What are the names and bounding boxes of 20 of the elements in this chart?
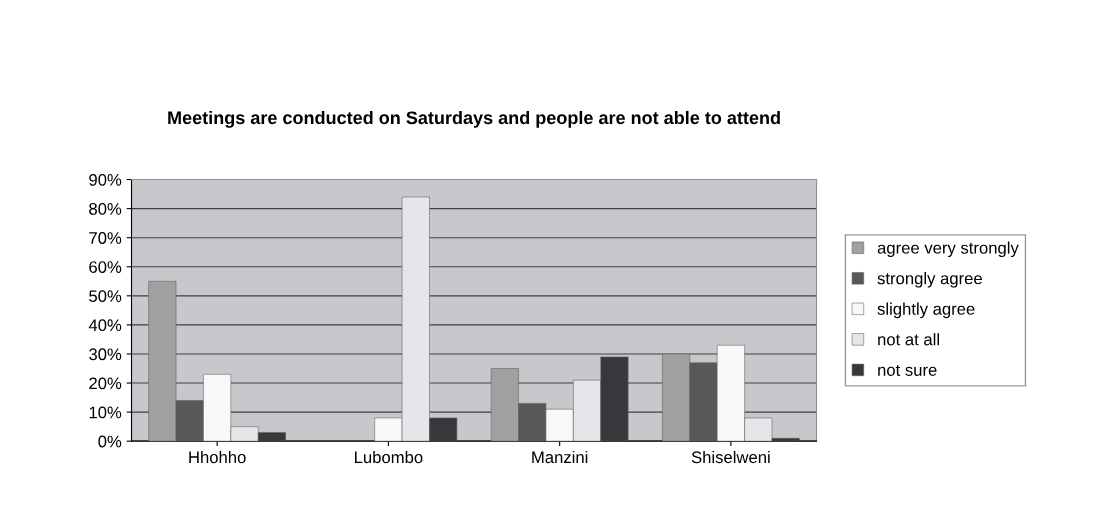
- legend-label: not sure: [878, 364, 937, 376]
- x-tick-label: Shiselweni: [691, 450, 770, 464]
- legend-label: strongly agree: [877, 272, 982, 288]
- legend-label: slightly agree: [877, 302, 975, 319]
- x-tick-label: Lubombo: [355, 450, 423, 464]
- y-tick-label: 40%: [88, 319, 122, 332]
- y-tick-label: 70%: [89, 232, 122, 244]
- y-tick-label: 60%: [89, 261, 122, 273]
- x-tick-label: Manzini: [532, 450, 588, 464]
- legend-label: not at all: [878, 333, 939, 346]
- y-tick-label: 50%: [89, 290, 122, 303]
- legend-label: agree very strongly: [877, 241, 1019, 258]
- y-tick-label: 90%: [89, 173, 122, 186]
- y-tick-label: 0%: [98, 435, 122, 448]
- y-tick-label: 10%: [89, 406, 122, 419]
- y-tick-label: 30%: [89, 348, 122, 361]
- chart-title: Meetings are conducted on Saturdays and people are not able to attend: [168, 110, 780, 128]
- y-tick-label: 20%: [89, 377, 122, 390]
- x-tick-label: Hhohho: [189, 450, 246, 464]
- y-tick-label: 80%: [89, 203, 122, 215]
